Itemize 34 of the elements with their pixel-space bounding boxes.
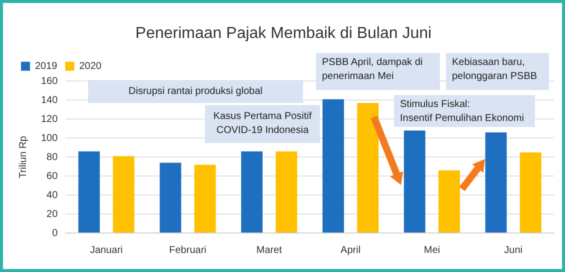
- x-tick-label: Februari: [169, 244, 206, 256]
- bar: [78, 151, 100, 232]
- y-tick-label: 120: [40, 114, 58, 125]
- y-tick-label: 160: [40, 76, 58, 87]
- bar: [276, 151, 298, 232]
- bar: [322, 99, 344, 232]
- x-tick-label: Maret: [256, 244, 282, 256]
- x-tick-label: April: [340, 244, 361, 256]
- bar: [438, 170, 460, 232]
- y-tick-label: 80: [46, 152, 58, 163]
- x-tick-label: Juni: [504, 244, 522, 256]
- bar: [241, 151, 263, 232]
- legend-label: 2020: [79, 60, 102, 72]
- y-axis-title: Triliun Rp: [18, 135, 29, 178]
- y-tick-label: 100: [40, 132, 58, 144]
- callout-box: Kebiasaan baru, pelonggaran PSBB: [446, 53, 549, 90]
- y-tick-label: 60: [46, 170, 58, 182]
- y-tick-label: 0: [52, 228, 58, 239]
- x-tick-label: Mei: [424, 244, 440, 256]
- chart-title: Penerimaan Pajak Membaik di Bulan Juni: [135, 25, 432, 42]
- x-tick-label: Januari: [90, 244, 123, 256]
- bar: [520, 152, 542, 232]
- y-tick-label: 20: [46, 208, 58, 220]
- bar: [112, 156, 134, 232]
- bar: [194, 164, 216, 232]
- callout-box: Disrupsi rantai produksi global: [88, 80, 303, 103]
- y-tick-label: 40: [46, 190, 58, 201]
- callout-box: Stimulus Fiskal: Insentif Pemulihan Ekonomi: [394, 95, 535, 127]
- y-tick-label: 140: [40, 94, 58, 106]
- callout-box: PSBB April, dampak di penerimaan Mei: [316, 53, 440, 90]
- bar: [160, 162, 182, 232]
- bar: [485, 132, 507, 232]
- callout-box: Kasus Pertama Positif COVID-19 Indonesia: [205, 105, 320, 143]
- legend-label: 2019: [35, 60, 58, 72]
